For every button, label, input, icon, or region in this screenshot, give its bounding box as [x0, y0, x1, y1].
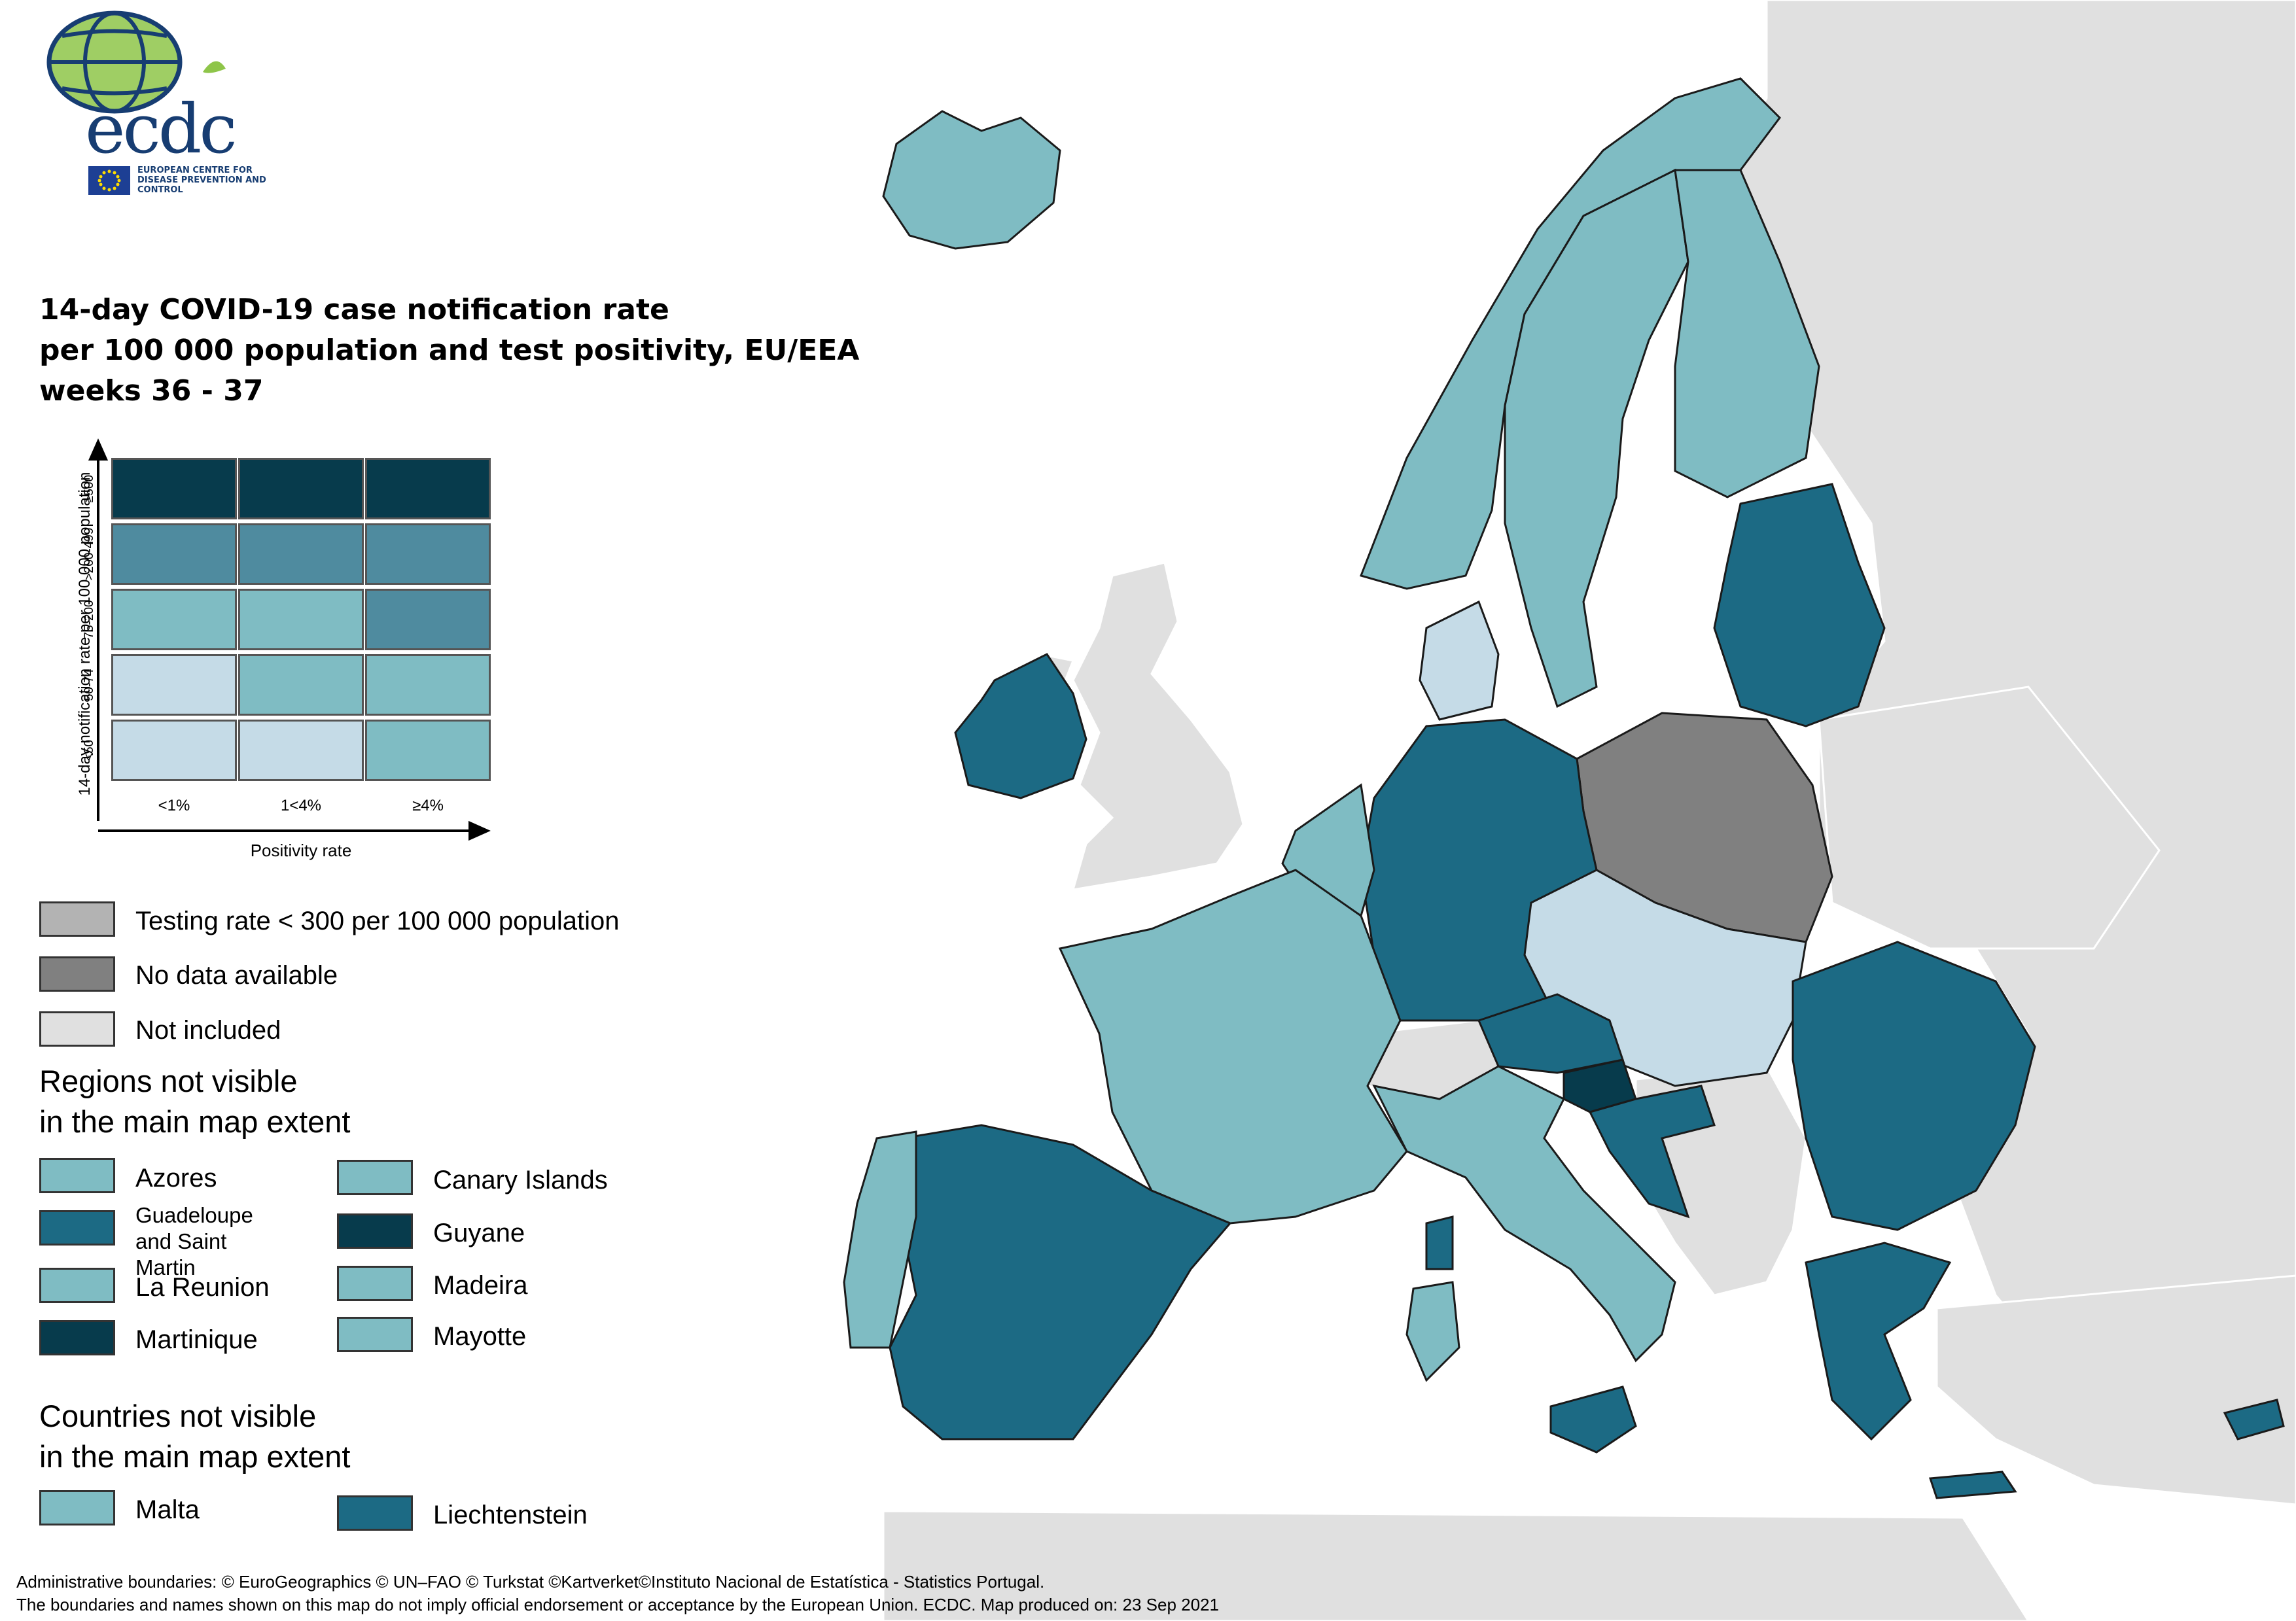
matrix-cell	[238, 654, 364, 716]
label-mayotte: Mayotte	[433, 1322, 527, 1351]
label-guyane: Guyane	[433, 1219, 525, 1247]
matrix-cell	[365, 458, 491, 519]
ecdc-globe-icon	[46, 10, 226, 114]
swatch-liechtenstein	[337, 1495, 413, 1531]
swatch-malta	[39, 1490, 115, 1525]
matrix-cell	[365, 589, 491, 650]
matrix-cell	[238, 523, 364, 585]
label-malta: Malta	[135, 1495, 200, 1524]
label-azores: Azores	[135, 1164, 217, 1193]
label-canary-islands: Canary Islands	[433, 1166, 608, 1194]
map-title-line3: weeks 36 - 37	[39, 374, 264, 408]
map-region	[1588, 1085, 1716, 1219]
legend-swatch-no-data	[39, 956, 115, 992]
footer-disclaimer: The boundaries and names shown on this m…	[16, 1595, 1219, 1614]
legend-swatch-testing-rate	[39, 901, 115, 937]
map-region	[843, 1130, 917, 1349]
label-madeira: Madeira	[433, 1271, 528, 1300]
matrix-cell	[111, 523, 237, 585]
map-not-included-land	[882, 0, 2296, 1621]
legend-label-testing-rate: Testing rate < 300 per 100 000 populatio…	[135, 907, 620, 935]
map-region	[2223, 1399, 2285, 1440]
matrix-cell	[365, 523, 491, 585]
matrix-cell	[111, 458, 237, 519]
map-region	[889, 1124, 1232, 1440]
legend-label-no-data: No data available	[135, 961, 338, 990]
map-region	[954, 653, 1087, 799]
swatch-guyane	[337, 1213, 413, 1249]
matrix-axes	[88, 438, 491, 841]
swatch-la-reunion	[39, 1268, 115, 1303]
map-region	[1805, 1242, 1952, 1441]
label-liechtenstein: Liechtenstein	[433, 1501, 588, 1529]
matrix-col-label: 1<4%	[280, 797, 322, 814]
matrix-cell	[111, 720, 237, 781]
matrix-col-label: ≥4%	[412, 797, 444, 814]
map-region	[882, 110, 1061, 250]
swatch-guadeloupe	[39, 1210, 115, 1246]
map-region	[1405, 1281, 1460, 1382]
legend-swatch-not-included	[39, 1011, 115, 1047]
matrix-x-axis-label: Positivity rate	[250, 841, 352, 860]
label-martinique: Martinique	[135, 1325, 258, 1354]
label-la-reunion: La Reunion	[135, 1273, 270, 1302]
eu-flag-icon	[88, 166, 130, 195]
countries-heading: Countries not visible in the main map ex…	[39, 1399, 351, 1474]
matrix-cell	[365, 654, 491, 716]
map-title-line1: 14-day COVID-19 case notification rate	[39, 293, 669, 326]
map-region	[1372, 1065, 1676, 1363]
map-region	[1549, 1386, 1637, 1454]
map-region	[1792, 941, 2036, 1231]
regions-heading: Regions not visible in the main map exte…	[39, 1064, 351, 1139]
matrix-cell	[111, 589, 237, 650]
map-region	[1419, 600, 1500, 721]
swatch-azores	[39, 1158, 115, 1193]
map-title-line2: per 100 000 population and test positivi…	[39, 334, 860, 367]
label-guadeloupe: Guadeloupe and Saint Martin	[135, 1203, 253, 1280]
map-region	[1425, 1215, 1454, 1270]
swatch-mayotte	[337, 1317, 413, 1352]
ecdc-wordmark: ecdc	[85, 89, 238, 169]
matrix-cell	[238, 589, 364, 650]
map-region	[1713, 483, 1886, 727]
footer-attribution: Administrative boundaries: © EuroGeograp…	[16, 1572, 1045, 1592]
map-region	[1928, 1471, 2017, 1499]
matrix-cell	[238, 458, 364, 519]
map-region	[1674, 169, 1820, 498]
matrix-cell	[238, 720, 364, 781]
legend-label-not-included: Not included	[135, 1016, 281, 1045]
swatch-martinique	[39, 1320, 115, 1355]
ecdc-subtitle: EUROPEAN CENTRE FOR DISEASE PREVENTION A…	[137, 166, 266, 195]
swatch-madeira	[337, 1266, 413, 1301]
matrix-y-axis-label: 14-day notification rate per 100 000 pop…	[76, 472, 94, 796]
matrix-col-label: <1%	[158, 797, 190, 814]
matrix-cell	[365, 720, 491, 781]
swatch-canary-islands	[337, 1160, 413, 1195]
matrix-cell	[111, 654, 237, 716]
